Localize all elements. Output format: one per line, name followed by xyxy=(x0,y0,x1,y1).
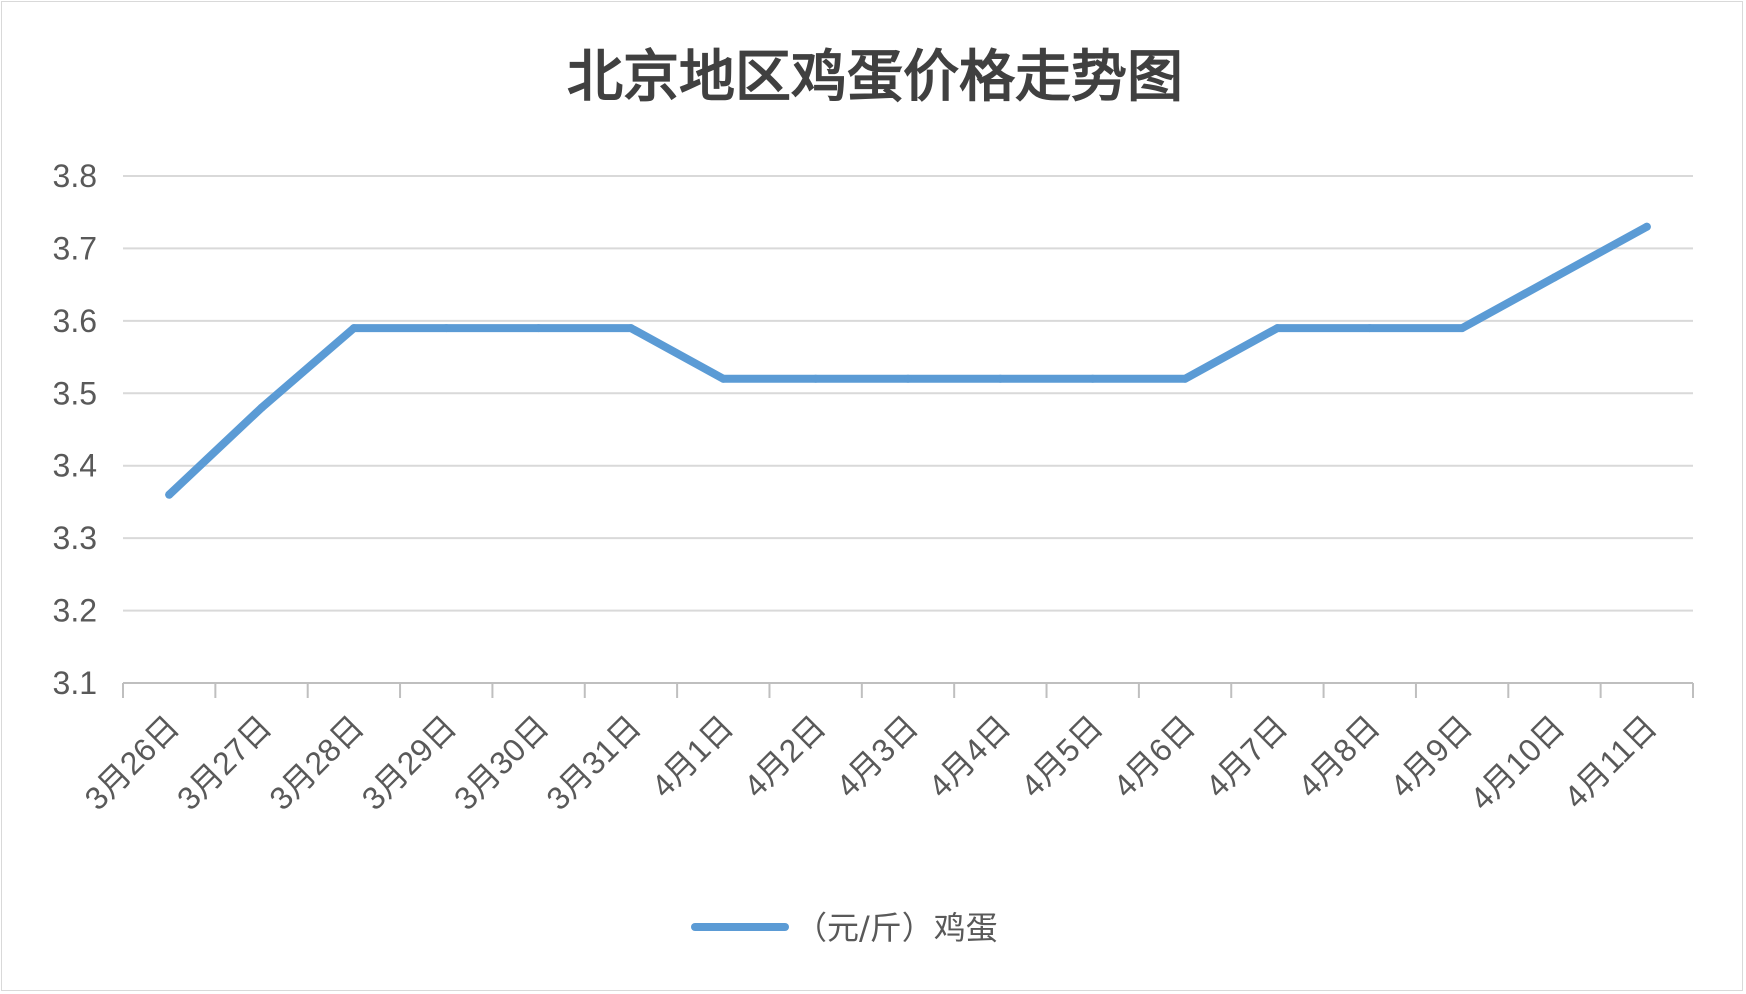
y-tick-label: 3.7 xyxy=(53,230,97,266)
legend: （元/斤）鸡蛋 xyxy=(691,909,998,947)
series-layer xyxy=(165,222,1651,499)
x-tick-label: 3月27日 xyxy=(170,708,278,816)
x-tick-label: 4月6日 xyxy=(1106,708,1202,804)
y-tick-label: 3.2 xyxy=(53,593,97,629)
data-point xyxy=(349,324,358,333)
y-tick-label: 3.6 xyxy=(53,303,97,339)
x-tick-label: 4月8日 xyxy=(1291,708,1387,804)
x-tick-label: 4月1日 xyxy=(644,708,740,804)
y-axis-tick-labels: 3.1 3.2 3.3 3.4 3.5 3.6 3.7 3.8 xyxy=(53,158,97,701)
data-point xyxy=(996,374,1005,383)
data-point xyxy=(626,324,635,333)
y-tick-label: 3.8 xyxy=(53,158,97,194)
x-tick-label: 4月3日 xyxy=(829,708,925,804)
x-tick-label: 4月11日 xyxy=(1557,708,1664,815)
x-tick-label: 3月30日 xyxy=(447,708,555,816)
data-point xyxy=(719,374,728,383)
grid-lines xyxy=(123,175,1693,612)
x-axis-tick-labels: 3月26日3月27日3月28日3月29日3月30日3月31日4月1日4月2日4月… xyxy=(78,708,1664,816)
chart-title: 北京地区鸡蛋价格走势图 xyxy=(567,44,1183,110)
x-tick-label: 4月4日 xyxy=(921,708,1017,804)
legend-label: （元/斤）鸡蛋 xyxy=(795,909,998,947)
y-tick-label: 3.5 xyxy=(53,375,97,411)
x-tick-label: 3月28日 xyxy=(262,708,370,816)
data-point xyxy=(1181,374,1190,383)
data-point xyxy=(257,403,266,412)
y-tick-label: 3.1 xyxy=(53,665,97,701)
x-tick-label: 4月10日 xyxy=(1463,708,1571,816)
data-point xyxy=(534,324,543,333)
data-point xyxy=(1273,324,1282,333)
data-point xyxy=(1550,273,1559,282)
x-tick-label: 4月2日 xyxy=(737,708,833,804)
y-tick-label: 3.3 xyxy=(53,520,97,556)
data-point xyxy=(1365,324,1374,333)
data-point xyxy=(1642,222,1651,231)
data-point xyxy=(1458,324,1467,333)
data-point xyxy=(165,490,174,499)
x-tick-label: 3月26日 xyxy=(78,708,186,816)
series-line xyxy=(165,222,1651,499)
data-point xyxy=(442,324,451,333)
x-axis xyxy=(122,682,1694,698)
x-tick-label: 3月29日 xyxy=(355,708,463,816)
data-point xyxy=(904,374,912,383)
y-tick-label: 3.4 xyxy=(53,448,97,484)
x-tick-label: 3月31日 xyxy=(539,708,647,816)
data-point xyxy=(811,374,820,383)
x-tick-label: 4月5日 xyxy=(1014,708,1110,804)
data-point xyxy=(1088,374,1097,383)
x-tick-label: 4月7日 xyxy=(1198,708,1294,804)
